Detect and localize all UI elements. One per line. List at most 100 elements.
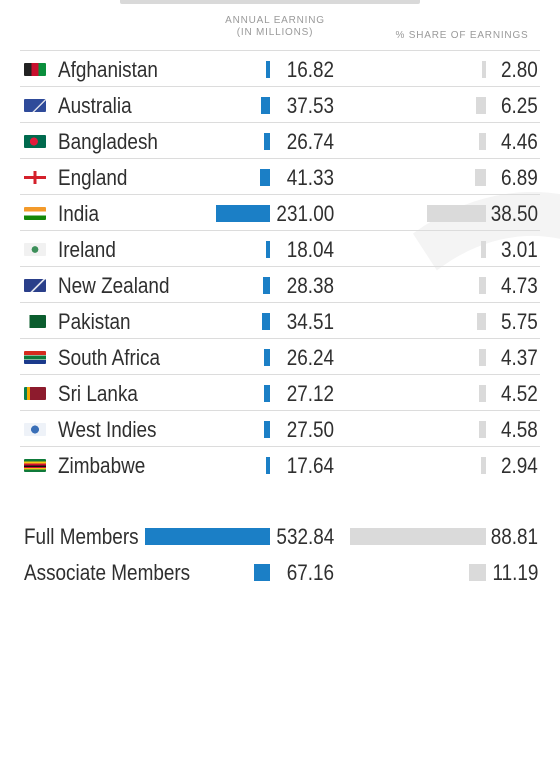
afghanistan-flag-icon [24, 63, 46, 76]
share-bar [481, 61, 486, 78]
earning-value: 26.24 [286, 345, 334, 370]
earning-bar [263, 349, 270, 366]
total-label: Full Members [24, 524, 139, 549]
earning-value: 37.53 [286, 93, 334, 118]
country-name: South Africa [58, 345, 161, 370]
share-bar [478, 421, 486, 438]
share-bar [477, 313, 486, 330]
total-row: Full Members 532.84 88.81 [20, 518, 540, 554]
country-name: Afghanistan [58, 57, 158, 82]
share-value: 11.19 [492, 560, 538, 585]
share-value: 2.94 [501, 453, 538, 478]
share-bar [481, 457, 486, 474]
earning-value: 28.38 [286, 273, 334, 298]
earning-value: 231.00 [276, 201, 334, 226]
share-value: 3.01 [501, 237, 538, 262]
share-value: 88.81 [490, 524, 538, 549]
share-value: 4.46 [501, 129, 538, 154]
table-row: England 41.33 6.89 [20, 158, 540, 195]
south-africa-flag-icon [24, 351, 46, 364]
earning-value: 17.64 [286, 453, 334, 478]
india-flag-icon [24, 207, 46, 220]
earning-value: 41.33 [286, 165, 334, 190]
australia-flag-icon [24, 99, 46, 112]
earning-bar [261, 97, 270, 114]
country-name: West Indies [58, 417, 157, 442]
table-row: Pakistan 34.51 5.75 [20, 302, 540, 339]
bangladesh-flag-icon [24, 135, 46, 148]
earning-bar [254, 564, 270, 581]
ireland-cricket-icon [24, 243, 46, 256]
share-bar [427, 205, 486, 222]
earning-value: 27.50 [286, 417, 334, 442]
share-value: 38.50 [490, 201, 538, 226]
earning-bar [145, 528, 270, 545]
earning-bar [263, 421, 270, 438]
country-name: Australia [58, 93, 132, 118]
country-name: Bangladesh [58, 129, 158, 154]
new-zealand-flag-icon [24, 279, 46, 292]
sri-lanka-flag-icon [24, 387, 46, 400]
country-name: England [58, 165, 128, 190]
country-name: Pakistan [58, 309, 131, 334]
header-annual-earning-line2: (IN MILLIONS) [236, 27, 314, 38]
country-name: New Zealand [58, 273, 170, 298]
earning-bar [263, 277, 270, 294]
header-annual-earning-line1: ANNUAL EARNING [225, 15, 325, 26]
share-value: 6.89 [501, 165, 538, 190]
table-row: India 231.00 38.50 [20, 194, 540, 231]
share-bar [479, 349, 486, 366]
title-strip [120, 0, 420, 4]
share-value: 2.80 [501, 57, 538, 82]
share-bar [479, 133, 486, 150]
earning-bar [263, 385, 270, 402]
country-name: Ireland [58, 237, 116, 262]
table-row: Afghanistan 16.82 2.80 [20, 50, 540, 87]
earning-value: 27.12 [286, 381, 334, 406]
earning-bar [266, 61, 270, 78]
earning-bar [263, 133, 270, 150]
table-row: Bangladesh 26.74 4.46 [20, 122, 540, 159]
table-row: West Indies 27.50 4.58 [20, 410, 540, 447]
share-value: 6.25 [501, 93, 538, 118]
share-bar [475, 169, 486, 186]
earning-bar [265, 457, 270, 474]
earning-value: 67.16 [286, 560, 334, 585]
country-name: India [58, 201, 100, 226]
earning-value: 18.04 [286, 237, 334, 262]
table-row: Australia 37.53 6.25 [20, 86, 540, 123]
share-bar [481, 241, 486, 258]
table-row: South Africa 26.24 4.37 [20, 338, 540, 375]
share-bar [350, 528, 486, 545]
earning-value: 532.84 [276, 524, 334, 549]
earning-value: 26.74 [286, 129, 334, 154]
total-label: Associate Members [24, 560, 191, 585]
table-row: Ireland 18.04 3.01 [20, 230, 540, 267]
header-annual-earning: ANNUAL EARNING (IN MILLIONS) [212, 15, 338, 39]
england-flag-icon [24, 171, 46, 184]
share-value: 4.52 [501, 381, 538, 406]
share-bar [478, 277, 486, 294]
share-value: 4.37 [501, 345, 538, 370]
west-indies-cricket-icon [24, 423, 46, 436]
earning-value: 16.82 [286, 57, 334, 82]
earning-value: 34.51 [286, 309, 334, 334]
zimbabwe-flag-icon [24, 459, 46, 472]
table-row: New Zealand 28.38 4.73 [20, 266, 540, 303]
share-bar [476, 97, 486, 114]
earning-bar [261, 313, 270, 330]
country-name: Sri Lanka [58, 381, 138, 406]
table-row: Sri Lanka 27.12 4.52 [20, 374, 540, 411]
share-value: 4.73 [501, 273, 538, 298]
share-bar [479, 385, 486, 402]
earning-bar [215, 205, 270, 222]
pakistan-flag-icon [24, 315, 46, 328]
share-bar [468, 564, 486, 581]
table-row: Zimbabwe 17.64 2.94 [20, 446, 540, 483]
share-value: 5.75 [501, 309, 538, 334]
header-share-of-earnings: % SHARE OF EARNINGS [395, 30, 529, 41]
earning-bar [265, 241, 270, 258]
total-row: Associate Members 67.16 11.19 [20, 554, 540, 590]
country-name: Zimbabwe [58, 453, 146, 478]
share-value: 4.58 [501, 417, 538, 442]
